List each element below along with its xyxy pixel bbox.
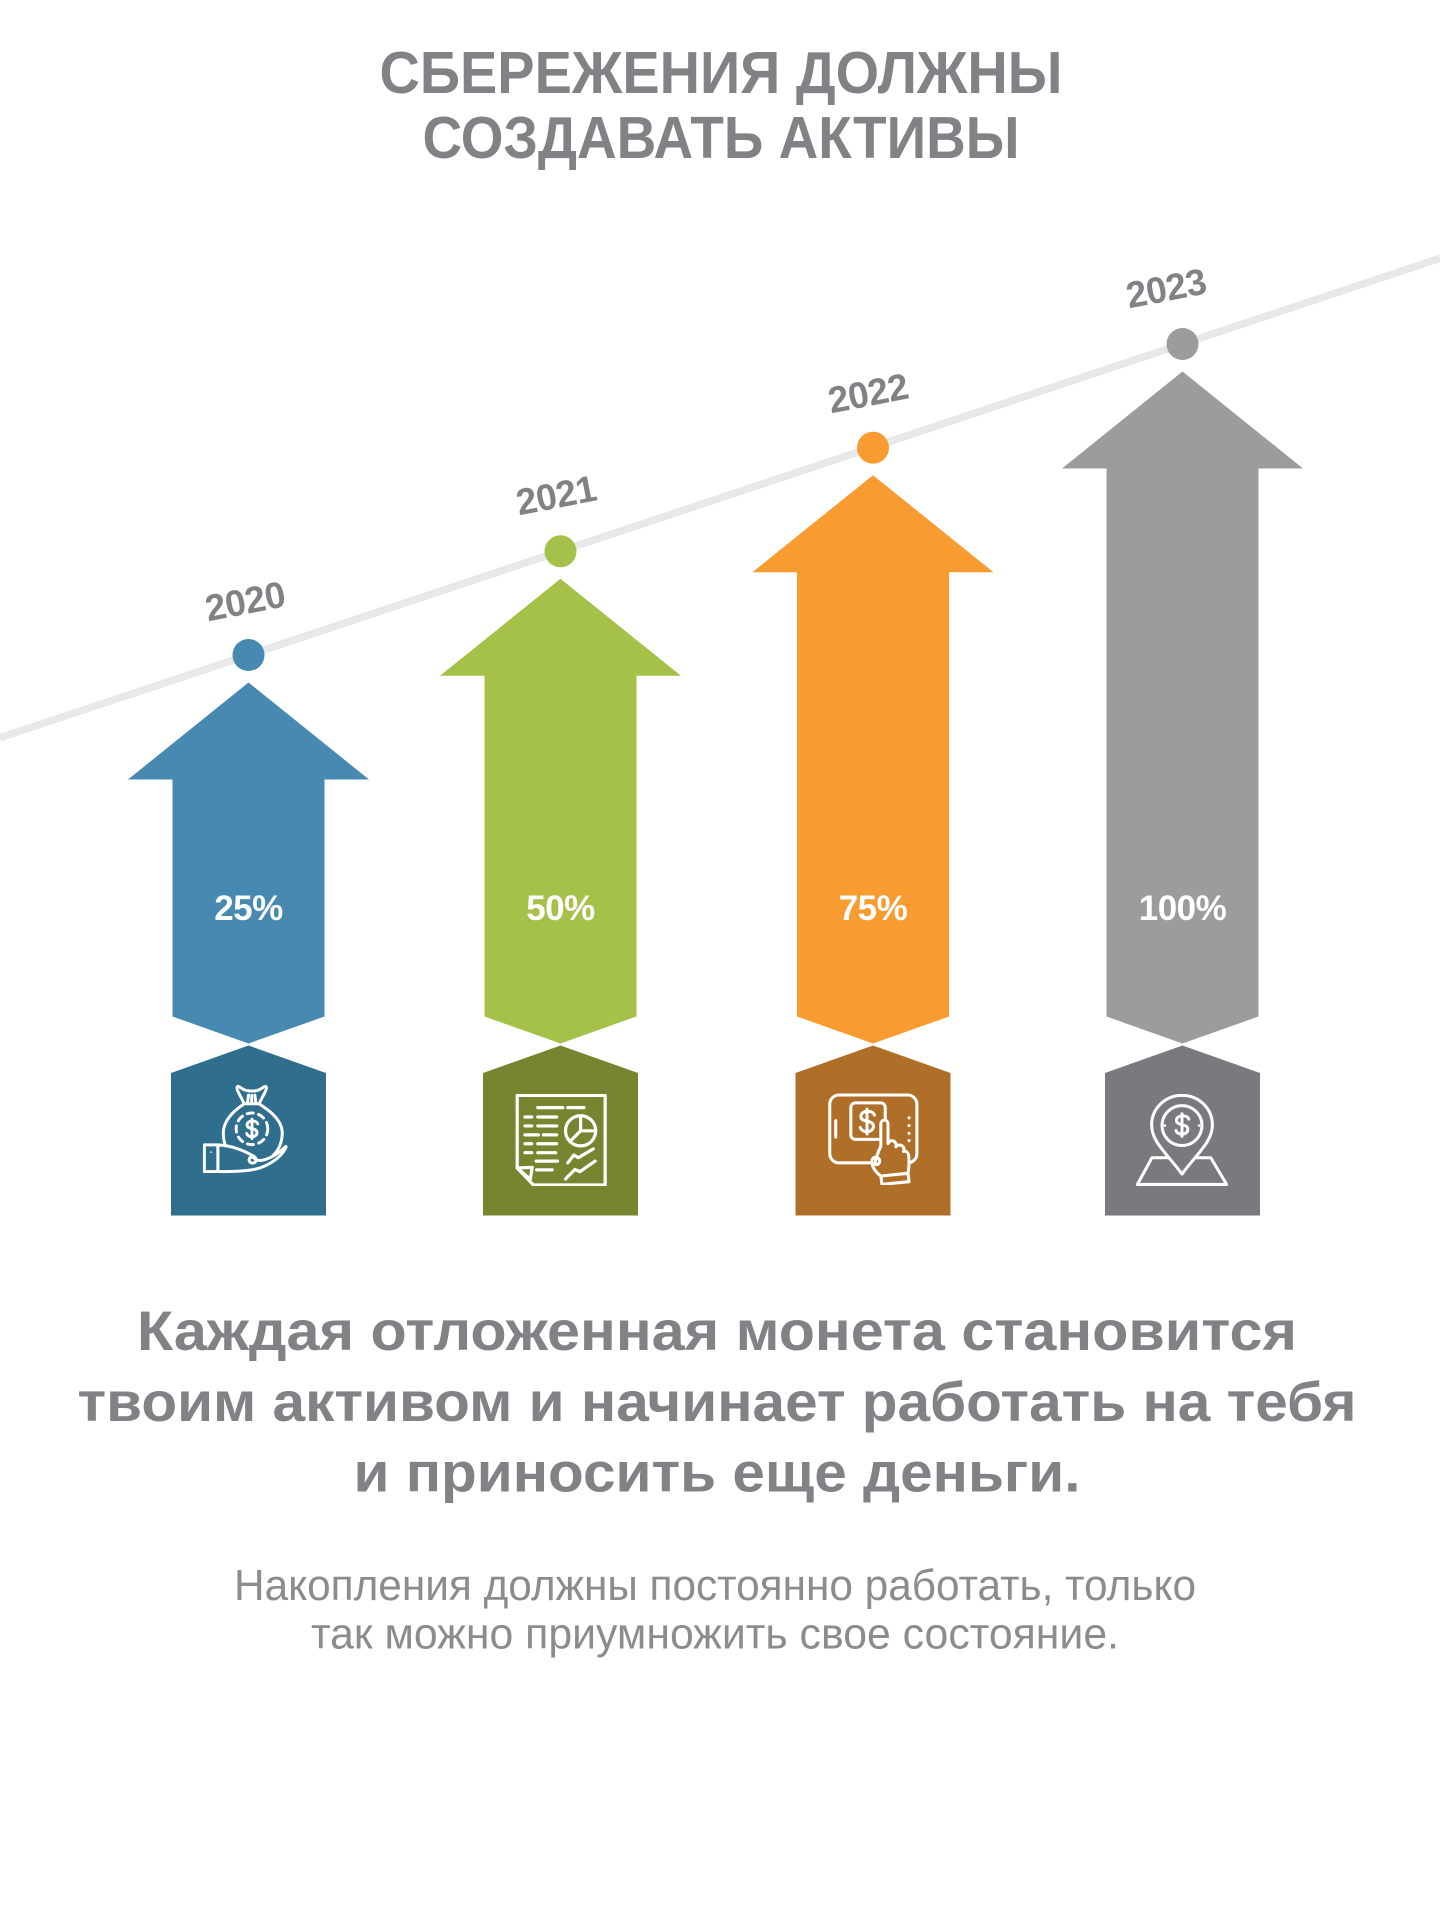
svg-text:СОЗДАВАТЬ АКТИВЫ: СОЗДАВАТЬ АКТИВЫ: [423, 104, 1020, 171]
svg-text:50%: 50%: [526, 889, 595, 928]
svg-text:СБЕРЕЖЕНИЯ ДОЛЖНЫ: СБЕРЕЖЕНИЯ ДОЛЖНЫ: [380, 39, 1063, 106]
svg-text:и приносить еще деньги.: и приносить еще деньги.: [354, 1441, 1081, 1504]
svg-text:75%: 75%: [839, 889, 908, 928]
svg-text:твоим активом и начинает работ: твоим активом и начинает работать на теб…: [78, 1370, 1357, 1433]
svg-text:Каждая отложенная монета стано: Каждая отложенная монета становится: [137, 1299, 1297, 1362]
svg-text:25%: 25%: [214, 889, 283, 928]
svg-text:100%: 100%: [1139, 889, 1227, 928]
svg-text:так можно приумножить свое сос: так можно приумножить свое состояние.: [311, 1610, 1119, 1659]
svg-text:Накопления должны постоянно ра: Накопления должны постоянно работать, то…: [234, 1561, 1196, 1610]
